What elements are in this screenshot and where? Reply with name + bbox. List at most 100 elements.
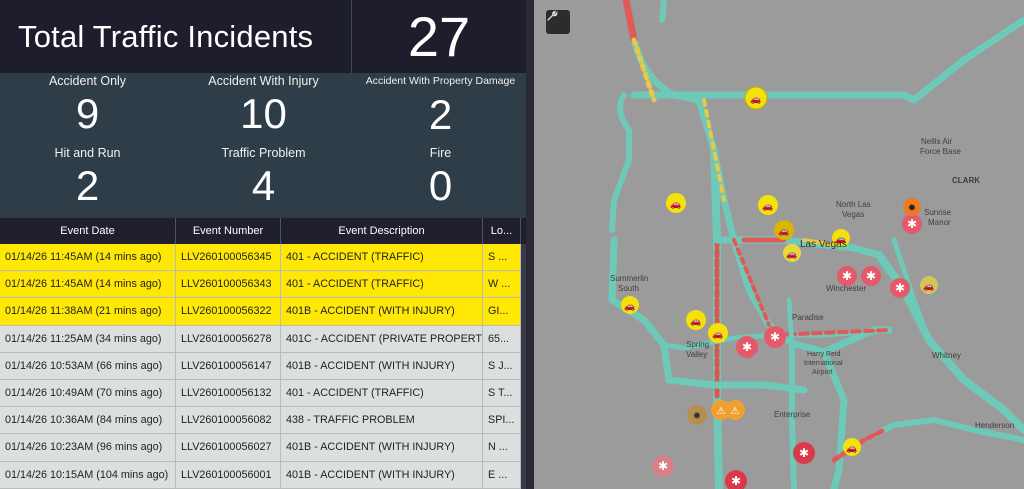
- event-number-cell: LLV260100056345: [176, 244, 281, 271]
- column-header-event-number[interactable]: Event Number: [176, 218, 281, 244]
- map-label-nellis: Nellis Air: [921, 137, 953, 146]
- column-header-event-date[interactable]: Event Date: [0, 218, 176, 244]
- table-row[interactable]: 01/14/26 10:49AM (70 mins ago) LLV2601000…: [0, 379, 526, 408]
- event-description-cell: 401B - ACCIDENT (WITH INJURY): [281, 434, 483, 461]
- svg-text:⚠: ⚠: [717, 406, 726, 417]
- svg-text:✱: ✱: [842, 269, 852, 283]
- header: Total Traffic Incidents 27: [0, 0, 526, 73]
- svg-text:🚗: 🚗: [690, 317, 701, 327]
- table-row[interactable]: 01/14/26 10:36AM (84 mins ago) LLV2601000…: [0, 407, 526, 435]
- table-row[interactable]: 01/14/26 11:25AM (34 mins ago) LLV2601000…: [0, 325, 526, 353]
- table-row[interactable]: 01/14/26 10:53AM (66 mins ago) LLV2601000…: [0, 352, 526, 380]
- location-cell: 65...: [483, 325, 521, 352]
- map-injury-glyphs: ✱ ✱ ✱ ✱ ✱ ✱ ✱ ✱ ✱ ⚠ ⚠ ✹ ✹: [658, 203, 917, 488]
- svg-text:✱: ✱: [770, 330, 780, 344]
- map-label-north-las-vegas-2: Vegas: [842, 210, 865, 219]
- stat-label: Accident With Property Damage: [365, 75, 516, 87]
- map-label-summerlin-2: South: [618, 284, 639, 293]
- table-scrollbar[interactable]: [521, 244, 526, 489]
- svg-text:🚗: 🚗: [712, 330, 723, 340]
- map-label-airport: Harry Reid: [807, 351, 841, 358]
- event-description-cell: 401B - ACCIDENT (WITH INJURY): [281, 298, 483, 325]
- event-number-cell: LLV260100056027: [176, 434, 281, 461]
- stat-value: 4: [251, 162, 276, 209]
- event-number-cell: LLV260100056147: [176, 352, 281, 379]
- svg-text:✹: ✹: [908, 203, 916, 214]
- map-label-clark: CLARK: [952, 176, 980, 185]
- map-canvas[interactable]: 🚗 🚗 🚗 🚗 🚗 🚗 🚗 🚗 🚗 🚗 🚗 ✱ ✱ ✱ ✱ ✱ ✱ ✱ ✱ ✱ …: [534, 0, 1024, 489]
- map-label-spring-valley: Spring: [686, 340, 710, 349]
- location-cell: S J...: [483, 352, 521, 379]
- table-row[interactable]: 01/14/26 10:23AM (96 mins ago) LLV2601000…: [0, 434, 526, 462]
- map-label-whitney: Whitney: [932, 351, 961, 360]
- table-row[interactable]: 01/14/26 11:45AM (14 mins ago) LLV2601000…: [0, 271, 526, 299]
- stat-value: 0: [428, 162, 453, 209]
- svg-text:✱: ✱: [731, 474, 741, 488]
- map-label-paradise: Paradise: [792, 313, 824, 322]
- location-cell: GI...: [483, 298, 521, 325]
- map-glyphs: 🚗 🚗 🚗 🚗 🚗 🚗 🚗 🚗 🚗 🚗 🚗: [624, 95, 934, 454]
- svg-text:🚗: 🚗: [750, 95, 761, 105]
- location-cell: W ...: [483, 271, 521, 298]
- table-row[interactable]: 01/14/26 10:15AM (104 mins ago) LLV260100…: [0, 461, 526, 489]
- stat-accident-only: Accident Only 9: [0, 74, 175, 136]
- event-number-cell: LLV260100056001: [176, 461, 281, 488]
- event-date-cell: 01/14/26 11:25AM (34 mins ago): [0, 325, 176, 352]
- event-date-cell: 01/14/26 11:45AM (14 mins ago): [0, 244, 176, 271]
- svg-text:🚗: 🚗: [670, 200, 681, 210]
- event-number-cell: LLV260100056132: [176, 379, 281, 407]
- event-description-cell: 401B - ACCIDENT (WITH INJURY): [281, 352, 483, 379]
- map-label-henderson: Henderson: [975, 421, 1015, 430]
- map-label-winchester: Winchester: [826, 284, 867, 293]
- svg-text:✱: ✱: [742, 340, 752, 354]
- dashboard-panel: Total Traffic Incidents 27 Accident Only…: [0, 0, 526, 489]
- stat-traffic-problem: Traffic Problem 4: [176, 146, 351, 208]
- svg-text:✹: ✹: [693, 411, 701, 422]
- table-row[interactable]: 01/14/26 11:38AM (21 mins ago) LLV2601000…: [0, 298, 526, 326]
- traffic-map[interactable]: 🚗 🚗 🚗 🚗 🚗 🚗 🚗 🚗 🚗 🚗 🚗 ✱ ✱ ✱ ✱ ✱ ✱ ✱ ✱ ✱ …: [534, 0, 1024, 489]
- map-label-north-las-vegas: North Las: [836, 200, 871, 209]
- wrench-icon[interactable]: [546, 10, 570, 34]
- stat-label: Hit and Run: [54, 146, 121, 160]
- svg-text:🚗: 🚗: [923, 282, 934, 292]
- svg-text:🚗: 🚗: [835, 235, 846, 245]
- svg-text:✱: ✱: [799, 446, 809, 460]
- stat-value: 2: [428, 91, 453, 138]
- stat-label: Accident Only: [48, 74, 127, 88]
- stat-accident-with-injury: Accident With Injury 10: [176, 74, 351, 136]
- event-date-cell: 01/14/26 10:53AM (66 mins ago): [0, 352, 176, 379]
- event-date-cell: 01/14/26 10:36AM (84 mins ago): [0, 407, 176, 434]
- svg-text:🚗: 🚗: [624, 302, 635, 312]
- location-cell: SPI...: [483, 407, 521, 434]
- table-header: Event Date Event Number Event Descriptio…: [0, 218, 526, 244]
- map-label-summerlin: Summerlin: [610, 274, 649, 283]
- incidents-table: Event Date Event Number Event Descriptio…: [0, 218, 526, 489]
- page-title: Total Traffic Incidents: [18, 18, 314, 54]
- map-markers: [621, 86, 938, 489]
- map-label-airport-3: Airport: [812, 369, 833, 376]
- stat-value: 2: [75, 162, 100, 209]
- stat-value: 10: [240, 90, 287, 137]
- event-date-cell: 01/14/26 11:45AM (14 mins ago): [0, 271, 176, 298]
- stat-label: Traffic Problem: [221, 146, 306, 160]
- map-label-las-vegas: Las Vegas: [800, 239, 847, 250]
- panel-divider[interactable]: [526, 0, 534, 489]
- table-row[interactable]: 01/14/26 11:45AM (14 mins ago) LLV2601000…: [0, 244, 526, 272]
- svg-text:🚗: 🚗: [778, 227, 789, 237]
- svg-text:🚗: 🚗: [846, 444, 857, 454]
- event-description-cell: 438 - TRAFFIC PROBLEM: [281, 407, 483, 434]
- event-description-cell: 401C - ACCIDENT (PRIVATE PROPERTY): [281, 325, 483, 352]
- location-cell: N ...: [483, 434, 521, 461]
- svg-text:✱: ✱: [658, 459, 668, 473]
- event-description-cell: 401B - ACCIDENT (WITH INJURY): [281, 461, 483, 488]
- map-label-airport-2: International: [804, 360, 843, 367]
- svg-text:🚗: 🚗: [762, 202, 773, 212]
- svg-text:✱: ✱: [866, 269, 876, 283]
- stat-accident-property-damage: Accident With Property Damage 2: [353, 74, 526, 137]
- map-label-sunrise: Sunrise: [924, 208, 952, 217]
- column-header-event-description[interactable]: Event Description: [281, 218, 483, 244]
- column-header-location[interactable]: Lo...: [483, 218, 521, 244]
- event-date-cell: 01/14/26 10:15AM (104 mins ago): [0, 461, 176, 488]
- stat-label: Accident With Injury: [208, 74, 319, 88]
- title-box: Total Traffic Incidents: [0, 0, 352, 73]
